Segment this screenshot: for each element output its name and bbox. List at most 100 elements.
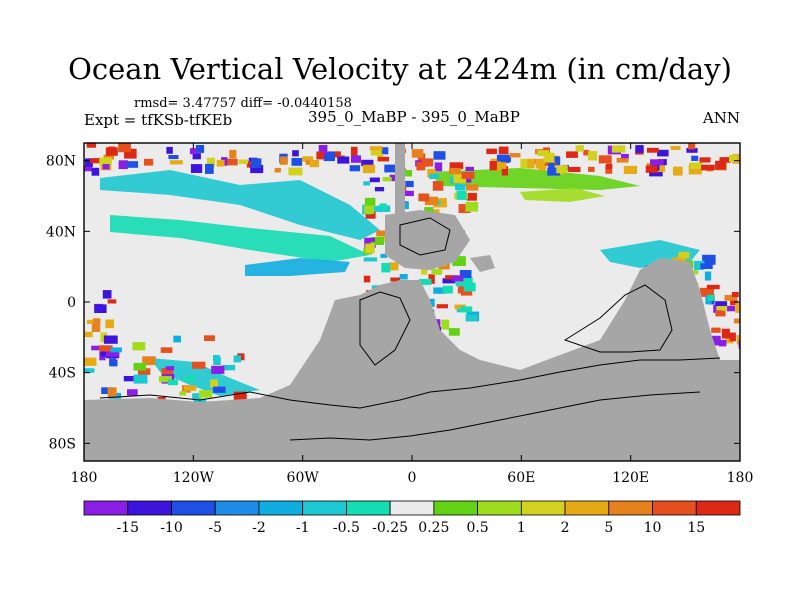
velocity-cell [456, 190, 467, 200]
velocity-cell [389, 262, 399, 271]
velocity-cell [351, 155, 361, 163]
velocity-cell [500, 155, 511, 163]
colorbar-swatch [258, 500, 304, 516]
velocity-cell [376, 230, 386, 237]
velocity-cell [463, 282, 476, 292]
colorbar-label: -0.25 [372, 520, 408, 536]
velocity-band [110, 215, 370, 262]
velocity-cell [670, 146, 681, 150]
velocity-cell [537, 150, 550, 156]
colorbar-swatch [345, 500, 391, 516]
velocity-cell [227, 158, 238, 166]
velocity-cell [370, 206, 382, 212]
velocity-cell [100, 347, 108, 357]
velocity-cell [381, 263, 391, 273]
velocity-cell [509, 153, 521, 158]
velocity-cell [433, 287, 446, 294]
velocity-cell [466, 192, 477, 201]
velocity-cell [179, 391, 187, 396]
velocity-cell [520, 158, 533, 169]
velocity-cell [452, 256, 466, 266]
velocity-cell [173, 335, 181, 343]
velocity-cell [466, 184, 479, 191]
coastline [289, 391, 701, 441]
velocity-cell [421, 158, 434, 167]
velocity-cell [441, 319, 450, 330]
velocity-cell [635, 145, 644, 153]
colorbar-swatch [171, 500, 216, 516]
experiment-label: Expt = tfKSb-tfKEb [84, 111, 233, 129]
velocity-cell [192, 153, 201, 160]
velocity-cell [588, 166, 595, 172]
velocity-cell [715, 310, 726, 317]
velocity-cell [706, 284, 720, 290]
velocity-cell [93, 318, 101, 324]
velocity-cell [556, 165, 568, 174]
velocity-cell [166, 146, 173, 154]
velocity-cell [535, 159, 547, 169]
velocity-cell [704, 271, 712, 281]
colorbar: -15 -10 -5 -2 -1 -0.5 -0.25 0.25 0.5 1 2 5 10 15 [83, 500, 741, 536]
velocity-cell [583, 149, 590, 156]
y-tick-label: 40S [49, 366, 76, 382]
velocity-cell [370, 148, 382, 156]
colorbar-label: 15 [687, 520, 705, 536]
velocity-cell [169, 160, 183, 165]
velocity-cell [424, 207, 434, 215]
velocity-cell [90, 158, 104, 164]
velocity-cell [568, 166, 581, 173]
velocity-cell [457, 286, 464, 294]
velocity-cell [621, 153, 629, 159]
velocity-cell [316, 151, 324, 160]
velocity-cell [86, 143, 96, 148]
velocity-cell [291, 158, 303, 166]
velocity-cell [377, 156, 390, 162]
velocity-cell [361, 159, 374, 167]
velocity-cell [390, 277, 400, 282]
velocity-cell [103, 335, 118, 344]
velocity-cell [729, 332, 736, 342]
velocity-cell [716, 302, 728, 311]
y-axis: 80N 40N 0 40S 80S [46, 154, 740, 452]
velocity-cell [733, 318, 740, 324]
velocity-cell [102, 290, 112, 299]
velocity-cell [550, 156, 561, 166]
velocity-cell [489, 161, 497, 171]
velocity-cell [543, 152, 555, 163]
velocity-band [245, 258, 350, 276]
velocity-cell [429, 173, 439, 179]
velocity-cell [210, 379, 218, 388]
velocity-cell [380, 253, 388, 258]
velocity-cell [402, 170, 412, 177]
velocity-cell [645, 165, 658, 173]
velocity-cell [718, 339, 727, 347]
velocity-cell [374, 187, 385, 192]
velocity-cell [233, 355, 242, 363]
y-tick-label: 40N [46, 224, 76, 240]
velocity-cell [94, 304, 107, 313]
map-area [84, 143, 740, 461]
velocity-cell [710, 335, 721, 346]
colorbar-label: 0.25 [418, 520, 449, 536]
velocity-cell [363, 257, 378, 262]
velocity-cell [132, 342, 146, 351]
velocity-cell [449, 162, 464, 170]
velocity-cell [84, 368, 95, 373]
velocity-cell [465, 166, 474, 171]
velocity-cell [85, 158, 93, 167]
velocity-cell [688, 143, 696, 150]
colorbar-swatch [127, 500, 172, 516]
velocity-cell [168, 155, 179, 160]
velocity-cell [729, 154, 738, 162]
velocity-cell [657, 149, 669, 157]
season-label: ANN [702, 109, 740, 127]
velocity-cell [127, 389, 138, 396]
colorbar-swatch [608, 500, 653, 516]
velocity-cell [434, 162, 443, 172]
velocity-cell [184, 385, 197, 391]
velocity-cell [229, 149, 237, 159]
velocity-cell [213, 356, 221, 365]
velocity-band [150, 358, 260, 396]
velocity-cell [292, 150, 299, 157]
